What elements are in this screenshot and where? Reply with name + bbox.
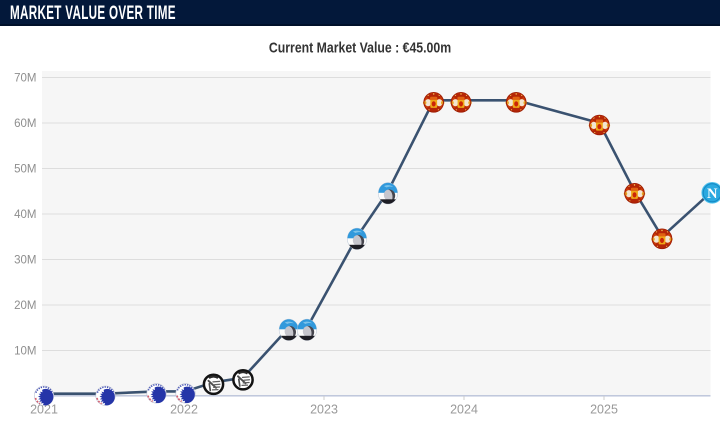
svg-text:50M: 50M xyxy=(14,164,36,176)
svg-text:2024: 2024 xyxy=(450,403,478,417)
svg-text:60M: 60M xyxy=(14,118,36,130)
svg-text:10M: 10M xyxy=(14,346,36,358)
svg-text:2021: 2021 xyxy=(30,403,58,417)
svg-text:30M: 30M xyxy=(14,255,36,267)
svg-text:2022: 2022 xyxy=(170,403,198,417)
svg-text:2025: 2025 xyxy=(590,403,618,417)
svg-text:MARKET VALUE OVER TIME: MARKET VALUE OVER TIME xyxy=(10,2,176,24)
svg-text:40M: 40M xyxy=(14,209,36,221)
svg-text:Current Market Value : €45.00m: Current Market Value : €45.00m xyxy=(269,39,451,55)
svg-text:70M: 70M xyxy=(14,73,36,85)
svg-text:2023: 2023 xyxy=(310,403,338,417)
svg-text:20M: 20M xyxy=(14,300,36,312)
